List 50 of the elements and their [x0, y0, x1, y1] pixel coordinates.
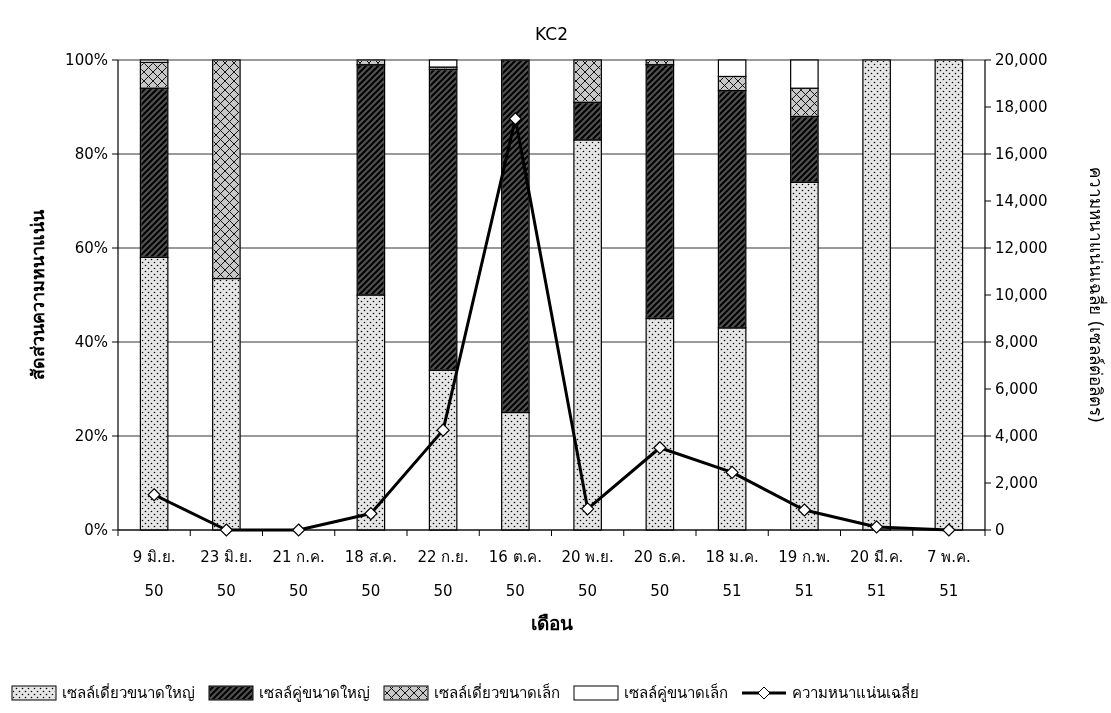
y2-tick-label: 20,000: [995, 51, 1048, 69]
point: [581, 502, 595, 516]
point: [725, 465, 739, 480]
y2-axis-title: ความหนาแน่นเฉลี่ย (เซลล์ต่อลิตร): [1086, 167, 1108, 423]
legend-label: ความหนาแน่นเฉลี่ย: [792, 682, 919, 702]
legend-label: เซลล์คู่ขนาดใหญ่: [259, 684, 370, 702]
y-tick-label: 0%: [84, 521, 108, 539]
y2-tick-label: 18,000: [995, 98, 1048, 116]
y2-tick-label: 6,000: [995, 380, 1038, 398]
y-axis-title: สัดส่วนความหนาแน่น: [27, 209, 48, 380]
point: [436, 423, 450, 437]
x-tick-label: 19 ก.พ. 51: [778, 548, 831, 600]
x-tick-label: 18 ส.ค. 50: [344, 548, 398, 600]
y-tick-label: 60%: [74, 239, 108, 257]
point: [870, 520, 884, 534]
x-tick-label: 23 มิ.ย. 50: [200, 548, 253, 600]
x-axis-title: เดือน: [530, 612, 573, 634]
point: [147, 488, 161, 502]
y2-tick-label: 4,000: [995, 427, 1038, 445]
point: [797, 503, 811, 517]
y2-tick-label: 2,000: [995, 474, 1038, 492]
point: [508, 112, 522, 126]
point: [292, 523, 306, 537]
x-tick-label: 20 ธ.ค. 50: [633, 548, 687, 600]
y2-tick-label: 10,000: [995, 286, 1048, 304]
y-tick-label: 20%: [74, 427, 108, 445]
y2-tick-label: 0: [995, 521, 1005, 539]
x-tick-label: 22 ก.ย. 50: [417, 548, 469, 600]
point: [942, 523, 956, 537]
y2-tick-label: 16,000: [995, 145, 1048, 163]
point: [653, 441, 667, 455]
x-tick-label: 9 มิ.ย. 50: [132, 548, 176, 600]
x-tick-label: 20 มี.ค. 51: [849, 548, 904, 600]
x-tick-label: 21 ก.ค. 50: [272, 548, 325, 600]
y2-tick-label: 12,000: [995, 239, 1048, 257]
x-tick-label: 20 พ.ย. 50: [561, 548, 614, 600]
y2-tick-label: 8,000: [995, 333, 1038, 351]
x-tick-label: 16 ต.ค. 50: [488, 548, 543, 600]
legend-label: เซลล์เดี่ยวขนาดเล็ก: [434, 682, 560, 702]
x-tick-label: 18 ม.ค. 51: [705, 548, 759, 600]
y-tick-label: 40%: [74, 333, 108, 351]
legend-label: เซลล์เดี่ยวขนาดใหญ่: [62, 682, 195, 702]
legend-label: เซลล์คู่ขนาดเล็ก: [624, 683, 728, 702]
y-tick-label: 100%: [65, 51, 108, 69]
y2-tick-label: 14,000: [995, 192, 1048, 210]
chart-title: KC2: [535, 24, 568, 44]
point: [364, 506, 378, 521]
point: [219, 523, 233, 537]
x-tick-label: 7 พ.ค. 51: [926, 548, 971, 600]
y-tick-label: 80%: [74, 145, 108, 163]
